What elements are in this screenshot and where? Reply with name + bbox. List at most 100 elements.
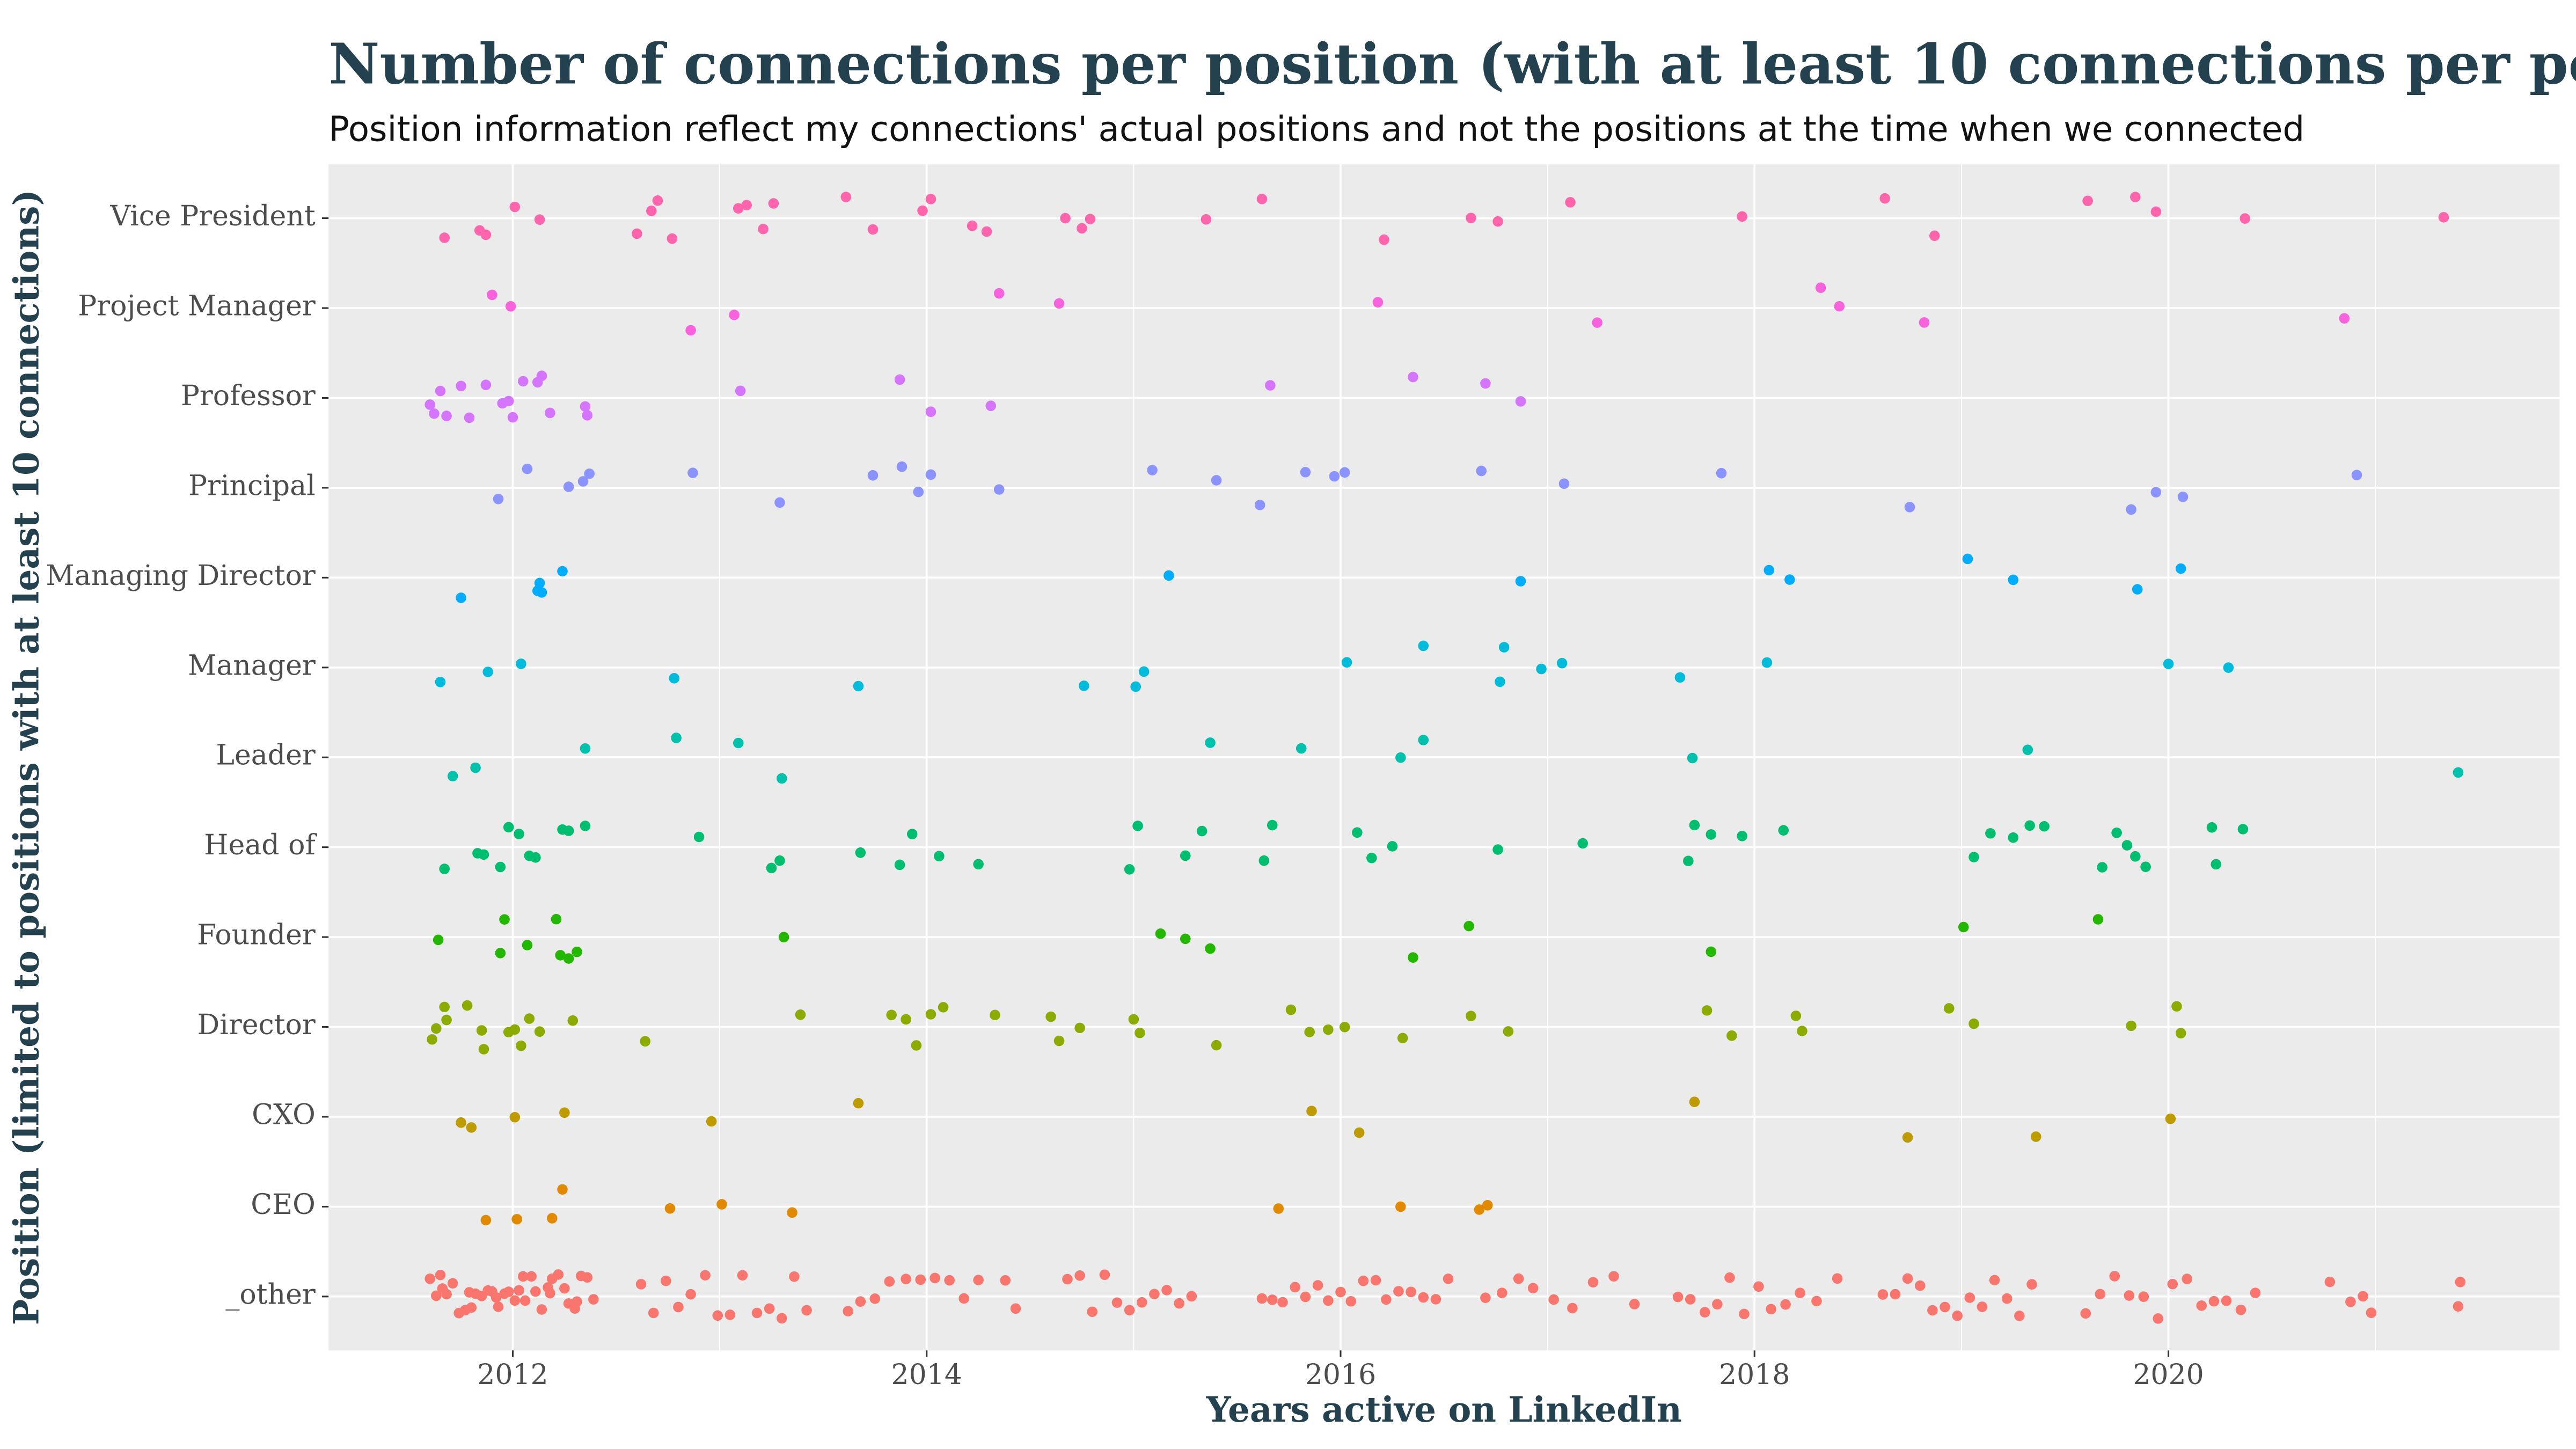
point <box>1877 1289 1889 1300</box>
point <box>2182 1274 2193 1284</box>
point <box>482 667 493 677</box>
y-tick-label: Vice President <box>109 200 315 232</box>
point <box>735 385 746 397</box>
point <box>1474 1204 1485 1215</box>
point <box>2080 1308 2091 1319</box>
point <box>993 288 1005 299</box>
point <box>1977 1301 1988 1312</box>
point <box>2130 192 2141 202</box>
point <box>2206 822 2218 833</box>
point <box>2126 504 2136 515</box>
point <box>1443 1274 1454 1284</box>
chart-subtitle: Position information reflect my connecti… <box>328 109 2304 149</box>
point <box>476 1025 487 1036</box>
point <box>1548 1294 1559 1305</box>
point <box>716 1199 727 1210</box>
point <box>1163 570 1174 581</box>
point <box>1366 852 1377 863</box>
point <box>1706 829 1717 840</box>
point <box>1372 297 1384 308</box>
point <box>925 469 936 480</box>
point <box>2150 206 2162 217</box>
point <box>652 195 663 206</box>
point <box>470 762 481 773</box>
point <box>1726 1030 1737 1041</box>
point <box>2211 859 2222 870</box>
point <box>466 1302 477 1313</box>
point <box>2324 1276 2336 1287</box>
point <box>1536 663 1547 675</box>
point <box>635 1279 647 1290</box>
point <box>493 1301 504 1312</box>
point <box>669 672 680 684</box>
point <box>1815 282 1826 294</box>
point <box>1265 380 1276 391</box>
point <box>563 481 574 492</box>
point <box>1608 1271 1619 1282</box>
point <box>1778 825 1789 836</box>
point <box>1737 830 1747 841</box>
point <box>480 229 492 240</box>
y-tick-label: Founder <box>197 919 316 952</box>
point <box>2345 1296 2356 1307</box>
point <box>737 1270 748 1281</box>
point <box>427 1034 437 1045</box>
point <box>685 1289 696 1300</box>
point <box>557 566 568 577</box>
point <box>1180 933 1191 945</box>
point <box>1306 1106 1317 1117</box>
point <box>530 852 541 863</box>
chart-title: Number of connections per position (with… <box>328 31 2576 97</box>
point <box>2208 1296 2220 1307</box>
point <box>1890 1289 1901 1300</box>
point <box>1567 1302 1578 1314</box>
point <box>867 470 879 481</box>
point <box>706 1116 717 1127</box>
point <box>894 374 905 385</box>
point <box>896 461 908 472</box>
point <box>1379 234 1389 245</box>
point <box>1685 1294 1696 1305</box>
point <box>2235 1305 2246 1315</box>
point <box>1592 317 1602 328</box>
point <box>1353 1127 1365 1138</box>
point <box>1577 838 1588 849</box>
point <box>511 1214 522 1225</box>
point <box>2097 862 2107 873</box>
point <box>430 1290 442 1301</box>
point <box>925 1009 936 1020</box>
point <box>447 771 458 782</box>
point <box>2150 487 2162 498</box>
point <box>514 1285 524 1296</box>
y-axis-label: Position (limited to positions with at l… <box>7 189 47 1325</box>
point <box>1724 1272 1735 1283</box>
point <box>2175 563 2186 574</box>
point <box>2030 1131 2041 1142</box>
point <box>536 1304 547 1315</box>
point <box>2167 1278 2178 1290</box>
point <box>693 831 705 843</box>
point <box>901 1274 911 1284</box>
point <box>1211 1040 1222 1051</box>
point <box>582 1272 593 1283</box>
x-tick-label: 2016 <box>1305 1359 1376 1391</box>
point <box>491 1292 502 1303</box>
point <box>853 1097 864 1109</box>
point <box>766 862 777 874</box>
point <box>1480 378 1491 389</box>
point <box>534 577 545 589</box>
point <box>2177 492 2189 502</box>
point <box>913 486 924 497</box>
point <box>1832 1273 1843 1284</box>
point <box>1256 1293 1268 1304</box>
point <box>1674 672 1686 683</box>
point <box>1395 752 1406 763</box>
point <box>536 370 547 382</box>
point <box>1161 1285 1172 1296</box>
point <box>646 206 657 216</box>
point <box>2455 1277 2466 1287</box>
point <box>435 1269 446 1280</box>
y-tick-label: CEO <box>251 1189 315 1221</box>
point <box>447 1278 458 1289</box>
